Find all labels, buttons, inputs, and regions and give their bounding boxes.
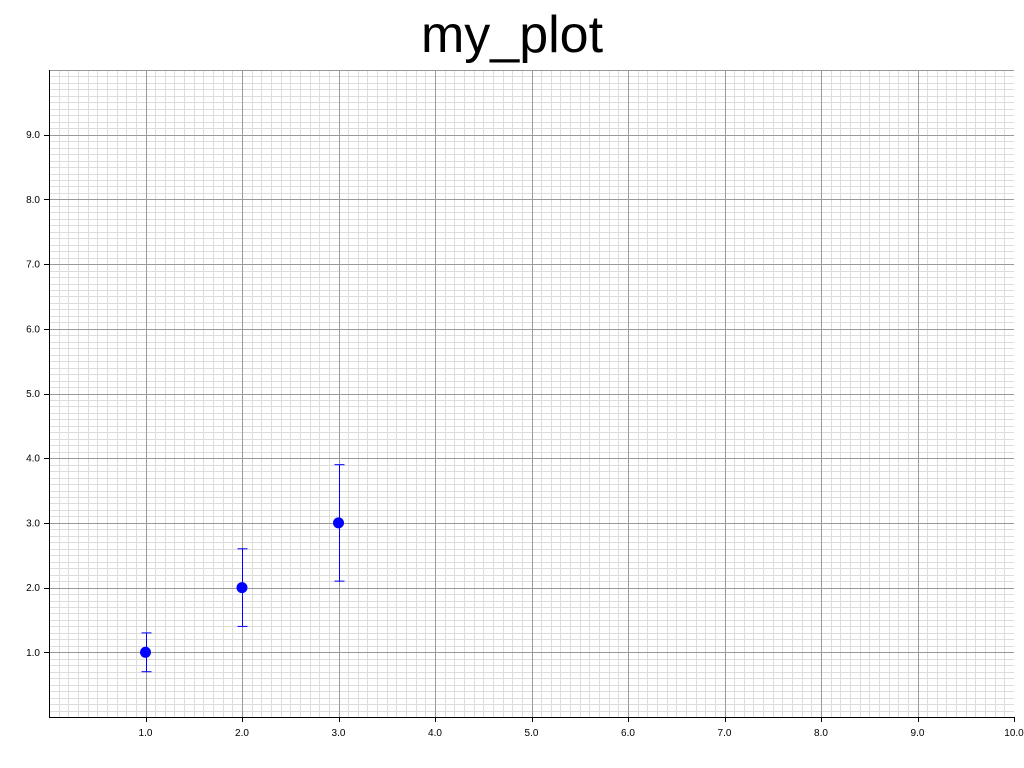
data-point [236,582,248,594]
x-tick-label: 7.0 [718,728,732,739]
x-tick-label: 10.0 [1004,728,1024,739]
chart-title: my_plot [420,6,604,64]
x-tick-label: 4.0 [428,728,442,739]
y-tick-label: 5.0 [26,389,40,400]
x-tick-label: 8.0 [814,728,828,739]
x-tick-label: 6.0 [621,728,635,739]
x-tick-label: 3.0 [332,728,346,739]
y-tick-label: 3.0 [26,518,40,529]
data-point [333,517,344,529]
y-tick-label: 1.0 [26,648,40,659]
x-tick-label: 1.0 [139,728,153,739]
x-tick-label: 9.0 [911,728,925,739]
minor-grid [49,70,1014,717]
y-tick-label: 6.0 [26,324,40,335]
y-tick-label: 7.0 [26,260,40,271]
y-tick-label: 2.0 [26,583,40,594]
axes [44,70,1015,722]
y-tick-label: 8.0 [26,195,40,206]
x-tick-label: 5.0 [525,728,539,739]
data-point [140,646,151,658]
data-series [140,464,345,673]
tick-labels: 1.0 2.0 3.0 4.0 5.0 6.0 7.0 8.0 9.0 10.0 1.0 2.0 3.0… [26,130,1024,739]
x-tick-label: 2.0 [235,728,249,739]
y-tick-label: 4.0 [26,454,40,465]
y-tick-label: 9.0 [26,130,40,141]
